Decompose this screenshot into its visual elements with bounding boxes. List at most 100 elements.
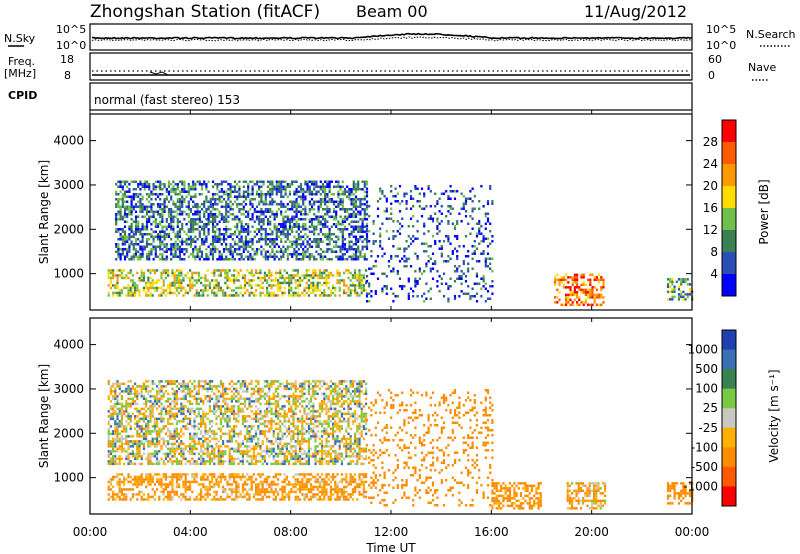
heatmap-cell bbox=[211, 291, 214, 295]
heatmap-cell bbox=[173, 395, 176, 398]
heatmap-cell bbox=[259, 291, 262, 295]
heatmap-cell bbox=[121, 215, 124, 218]
heatmap-cell bbox=[186, 450, 189, 453]
heatmap-cell bbox=[360, 279, 363, 282]
heatmap-cell bbox=[304, 255, 307, 258]
heatmap-cell bbox=[182, 385, 185, 388]
heatmap-cell bbox=[279, 269, 282, 272]
heatmap-cell bbox=[405, 260, 408, 263]
heatmap-cell bbox=[272, 462, 275, 466]
heatmap-cell bbox=[343, 218, 347, 221]
heatmap-cell bbox=[114, 422, 117, 426]
heatmap-cell bbox=[293, 250, 296, 253]
heatmap-cell bbox=[259, 447, 262, 451]
heatmap-cell bbox=[153, 281, 156, 285]
heatmap-cell bbox=[141, 235, 144, 238]
heatmap-cell bbox=[129, 405, 132, 408]
heatmap-cell bbox=[123, 238, 127, 241]
heatmap-cell bbox=[341, 198, 344, 201]
heatmap-cell bbox=[339, 208, 342, 211]
heatmap-cell bbox=[324, 180, 327, 183]
heatmap-cell bbox=[195, 390, 198, 393]
heatmap-cell bbox=[156, 210, 160, 213]
ytick-label: 2000 bbox=[53, 222, 84, 236]
heatmap-cell bbox=[239, 452, 242, 456]
heatmap-cell bbox=[291, 225, 294, 228]
heatmap-cell bbox=[164, 390, 167, 393]
heatmap-cell bbox=[478, 220, 481, 223]
heatmap-cell bbox=[449, 185, 452, 188]
heatmap-cell bbox=[277, 180, 281, 183]
heatmap-cell bbox=[295, 188, 298, 191]
heatmap-cell bbox=[308, 203, 311, 206]
heatmap-cell bbox=[358, 284, 361, 287]
heatmap-cell bbox=[360, 281, 363, 285]
heatmap-cell bbox=[173, 274, 176, 277]
heatmap-cell bbox=[217, 462, 220, 466]
heatmap-cell bbox=[270, 279, 273, 282]
heatmap-cell bbox=[478, 200, 481, 203]
heatmap-cell bbox=[207, 200, 210, 203]
heatmap-cell bbox=[255, 397, 258, 401]
heatmap-cell bbox=[136, 455, 139, 458]
heatmap-cell bbox=[126, 215, 129, 218]
heatmap-cell bbox=[216, 240, 219, 243]
heatmap-cell bbox=[120, 430, 123, 433]
heatmap-cell bbox=[189, 245, 193, 248]
heatmap-cell bbox=[222, 198, 226, 201]
heatmap-cell bbox=[589, 278, 592, 282]
heatmap-cell bbox=[281, 462, 284, 466]
heatmap-cell bbox=[259, 430, 262, 433]
heatmap-cell bbox=[206, 390, 209, 393]
heatmap-cell bbox=[127, 435, 130, 438]
heatmap-cell bbox=[156, 185, 160, 188]
heatmap-cell bbox=[184, 417, 187, 421]
heatmap-cell bbox=[141, 238, 144, 241]
heatmap-cell bbox=[249, 200, 252, 203]
heatmap-cell bbox=[425, 262, 428, 265]
heatmap-cell bbox=[313, 200, 316, 203]
heatmap-cell bbox=[107, 427, 110, 431]
heatmap-cell bbox=[456, 277, 459, 280]
heatmap-cell bbox=[440, 212, 443, 215]
heatmap-cell bbox=[303, 274, 306, 277]
heatmap-cell bbox=[118, 291, 121, 295]
heatmap-cell bbox=[227, 193, 230, 196]
heatmap-cell bbox=[304, 225, 307, 228]
heatmap-cell bbox=[247, 258, 250, 261]
nsearch-tick-top: 10^5 bbox=[706, 23, 736, 36]
heatmap-cell bbox=[116, 432, 119, 436]
heatmap-cell bbox=[304, 180, 307, 183]
heatmap-cell bbox=[423, 192, 426, 195]
heatmap-cell bbox=[222, 415, 225, 418]
heatmap-cell bbox=[403, 192, 406, 195]
heatmap-cell bbox=[442, 295, 446, 298]
heatmap-cell bbox=[225, 203, 228, 206]
heatmap-cell bbox=[591, 296, 594, 299]
heatmap-cell bbox=[233, 218, 237, 221]
heatmap-cell bbox=[328, 235, 331, 238]
heatmap-cell bbox=[279, 274, 282, 277]
heatmap-cell bbox=[200, 276, 203, 280]
heatmap-cell bbox=[224, 397, 227, 401]
heatmap-cell bbox=[280, 183, 283, 186]
heatmap-cell bbox=[304, 233, 307, 236]
heatmap-cell bbox=[214, 238, 217, 241]
heatmap-cell bbox=[350, 220, 353, 223]
heatmap-cell bbox=[341, 185, 344, 188]
heatmap-cell bbox=[125, 405, 128, 408]
heatmap-cell bbox=[228, 425, 231, 428]
heatmap-cell bbox=[125, 294, 128, 297]
heatmap-cell bbox=[140, 392, 143, 396]
heatmap-cell bbox=[407, 277, 410, 280]
heatmap-cell bbox=[235, 390, 238, 393]
heatmap-cell bbox=[259, 279, 262, 282]
heatmap-cell bbox=[126, 195, 129, 198]
heatmap-cell bbox=[200, 462, 203, 466]
heatmap-cell bbox=[240, 208, 243, 211]
heatmap-cell bbox=[281, 395, 284, 398]
heatmap-cell bbox=[332, 250, 336, 253]
heatmap-cell bbox=[191, 395, 194, 398]
heatmap-cell bbox=[173, 460, 176, 463]
heatmap-cell bbox=[558, 283, 561, 287]
